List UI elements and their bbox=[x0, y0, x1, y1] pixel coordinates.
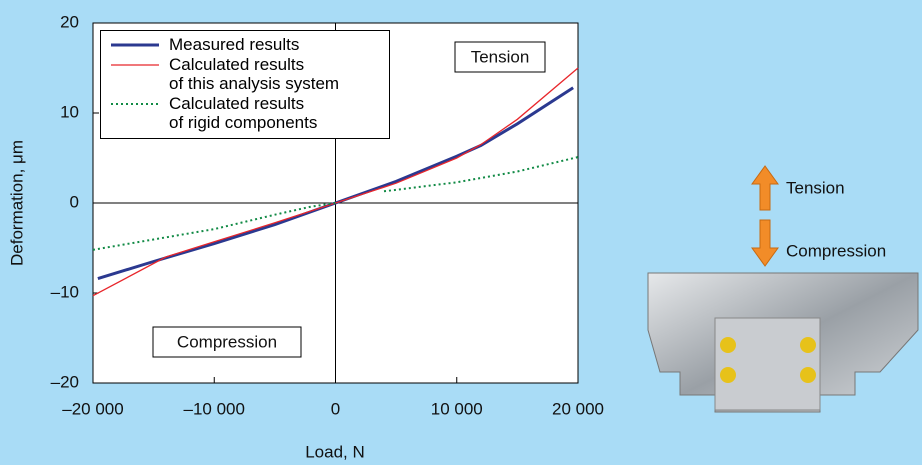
ball bbox=[800, 367, 816, 383]
legend-entry: Measured results bbox=[101, 35, 389, 54]
ball bbox=[720, 337, 736, 353]
y-tick-label: 20 bbox=[60, 12, 79, 31]
annotation: Compression bbox=[177, 332, 277, 351]
legend-swatch bbox=[111, 64, 159, 66]
legend-entry: Calculated results of this analysis syst… bbox=[101, 55, 389, 93]
illustration: Tension Compression bbox=[647, 165, 919, 413]
y-tick-label: 10 bbox=[60, 102, 79, 121]
series-line bbox=[92, 156, 579, 251]
x-axis-title: Load, N bbox=[305, 442, 365, 461]
series-line bbox=[92, 67, 579, 297]
arrow-down bbox=[751, 219, 779, 267]
legend-label: Calculated results of rigid components bbox=[169, 94, 318, 132]
rail bbox=[714, 317, 821, 411]
annotation: Tension bbox=[471, 47, 530, 66]
x-tick-label: –20 000 bbox=[62, 399, 123, 418]
y-tick-label: –10 bbox=[51, 282, 79, 301]
y-tick-label: 0 bbox=[70, 192, 79, 211]
legend-swatch bbox=[111, 103, 159, 105]
ball bbox=[800, 337, 816, 353]
legend-swatch bbox=[111, 43, 159, 47]
figure-label: Compression bbox=[786, 241, 886, 260]
ball bbox=[720, 367, 736, 383]
y-tick-label: –20 bbox=[51, 372, 79, 391]
arrow-up bbox=[751, 165, 779, 211]
legend-label: Measured results bbox=[169, 35, 300, 54]
y-axis-title: Deformation, μm bbox=[7, 140, 26, 266]
annotation-box bbox=[454, 41, 546, 73]
annotation-box bbox=[152, 326, 302, 358]
x-tick-label: 10 000 bbox=[431, 399, 483, 418]
series-line bbox=[97, 86, 574, 281]
x-tick-label: –10 000 bbox=[184, 399, 245, 418]
figure-label: Tension bbox=[786, 178, 845, 197]
x-tick-label: 20 000 bbox=[552, 399, 604, 418]
legend-entry: Calculated results of rigid components bbox=[101, 94, 389, 132]
legend-label: Calculated results of this analysis syst… bbox=[169, 55, 340, 93]
legend: Measured results Calculated results of th… bbox=[100, 30, 390, 139]
x-tick-label: 0 bbox=[331, 399, 340, 418]
